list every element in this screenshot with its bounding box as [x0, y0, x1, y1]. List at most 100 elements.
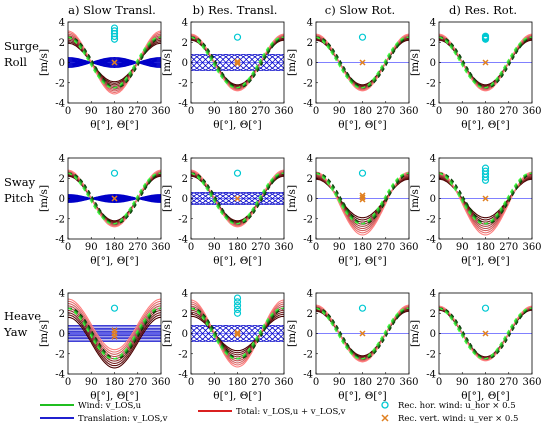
y-tick-label: 0 — [430, 329, 436, 340]
rec-hor-marker — [481, 167, 490, 175]
row-label-yaw: Yaw — [3, 325, 28, 339]
plot-area — [191, 169, 284, 228]
x-tick-label: 270 — [376, 106, 395, 117]
y-tick-label: -4 — [55, 99, 65, 110]
x-tick-label: 0 — [188, 106, 194, 117]
legend-label-wind: Wind: v_LOS,u — [78, 401, 142, 411]
translation-line — [68, 193, 161, 203]
y-tick-label: 4 — [307, 18, 313, 29]
subplots: 0 90 180 270 360 -4 -2 0 2 4 θ[°], Θ[°] [m/s] 0 90 180… — [38, 18, 542, 403]
translation-line — [191, 192, 284, 205]
y-tick-label: 0 — [59, 58, 65, 69]
plot-area — [316, 304, 409, 363]
col-title-b: b) Res. Transl. — [193, 3, 278, 17]
y-tick-label: 4 — [182, 18, 188, 29]
x-tick-label: 0 — [65, 242, 71, 253]
y-tick-label: 2 — [430, 174, 436, 185]
legend-label-total: Total: v_LOS,u + v_LOS,v — [236, 407, 346, 417]
rec-vert-marker — [359, 194, 366, 201]
total-line — [68, 30, 161, 95]
x-tick-label: 270 — [128, 242, 147, 253]
rec-vert-marker — [111, 195, 118, 202]
wind-line — [316, 307, 409, 360]
row-label-pitch: Pitch — [4, 191, 34, 205]
wind-line — [68, 172, 161, 225]
subplot-r0-c0: 0 90 180 270 360 -4 -2 0 2 4 θ[°], Θ[°] [m/s] — [38, 18, 171, 132]
x-tick-label: 90 — [333, 106, 346, 117]
x-tick-label: 180 — [228, 242, 247, 253]
y-tick-label: -2 — [178, 214, 188, 225]
x-tick-label: 270 — [376, 377, 395, 388]
x-tick-label: 360 — [274, 377, 293, 388]
rec-hor-marker — [110, 27, 119, 35]
total-line — [68, 303, 161, 355]
row-label-surge: Surge — [4, 39, 39, 53]
y-axis-label: [m/s] — [286, 320, 298, 347]
y-axis-label: [m/s] — [286, 185, 298, 212]
wind-line — [439, 36, 532, 89]
total-line — [68, 300, 161, 353]
y-tick-label: -4 — [178, 99, 188, 110]
y-tick-label: -2 — [303, 214, 313, 225]
x-tick-label: 360 — [151, 242, 170, 253]
wind-line — [316, 36, 409, 89]
plot-area — [439, 304, 532, 362]
row-labels: Surge Roll Sway Pitch Heave Yaw — [3, 39, 41, 339]
y-tick-label: -2 — [178, 78, 188, 89]
x-tick-label: 270 — [128, 106, 147, 117]
total-line — [68, 298, 161, 351]
x-tick-label: 180 — [353, 106, 372, 117]
plot-area — [191, 294, 284, 368]
rec-hor-marker — [358, 33, 367, 41]
x-tick-label: 90 — [208, 242, 221, 253]
x-tick-label: 180 — [105, 106, 124, 117]
x-tick-label: 360 — [522, 377, 541, 388]
x-tick-label: 0 — [436, 106, 442, 117]
translation-line — [68, 194, 161, 204]
translation-line — [191, 53, 284, 72]
wind-line — [191, 36, 284, 89]
x-tick-label: 0 — [313, 106, 319, 117]
wind-line — [439, 307, 532, 360]
x-tick-label: 270 — [251, 106, 270, 117]
rec-vert-marker — [111, 59, 118, 66]
subplot-r1-c3: 0 90 180 270 360 -4 -2 0 2 4 θ[°], Θ[°] [m/s] — [409, 154, 542, 268]
x-tick-label: 360 — [522, 242, 541, 253]
x-tick-label: 90 — [333, 242, 346, 253]
y-tick-label: 2 — [307, 174, 313, 185]
x-tick-label: 180 — [228, 377, 247, 388]
y-axis-label: [m/s] — [161, 49, 173, 76]
x-tick-label: 360 — [274, 106, 293, 117]
rec-hor-marker — [481, 32, 490, 40]
x-tick-label: 180 — [476, 242, 495, 253]
x-tick-label: 270 — [376, 242, 395, 253]
subplot-r1-c0: 0 90 180 270 360 -4 -2 0 2 4 θ[°], Θ[°] [m/s] — [38, 154, 171, 268]
subplot-r2-c1: 0 90 180 270 360 -4 -2 0 2 4 θ[°], Θ[°] [m/s] — [161, 289, 294, 403]
x-axis-label: θ[°], Θ[°] — [90, 390, 139, 402]
y-tick-label: 2 — [182, 174, 188, 185]
x-tick-label: 180 — [353, 377, 372, 388]
translation-line — [191, 325, 284, 342]
x-tick-label: 270 — [251, 242, 270, 253]
y-tick-label: -4 — [55, 235, 65, 246]
x-tick-label: 270 — [499, 242, 518, 253]
rec-vert-marker — [359, 192, 366, 199]
x-tick-label: 90 — [208, 377, 221, 388]
y-tick-label: 2 — [182, 38, 188, 49]
x-tick-label: 270 — [251, 377, 270, 388]
total-line — [68, 314, 161, 367]
rec-vert-marker — [111, 327, 118, 334]
wind-line — [68, 307, 161, 360]
rec-hor-marker — [358, 304, 367, 312]
x-tick-label: 0 — [313, 242, 319, 253]
rec-vert-marker — [359, 330, 366, 337]
plot-area — [68, 298, 161, 369]
y-tick-label: 0 — [182, 58, 188, 69]
x-tick-label: 0 — [65, 106, 71, 117]
y-tick-label: 0 — [182, 194, 188, 205]
plot-area — [316, 169, 409, 236]
rec-vert-marker — [234, 58, 241, 65]
y-tick-label: -4 — [426, 370, 436, 381]
rec-hor-marker — [110, 169, 119, 177]
y-tick-label: 0 — [307, 58, 313, 69]
